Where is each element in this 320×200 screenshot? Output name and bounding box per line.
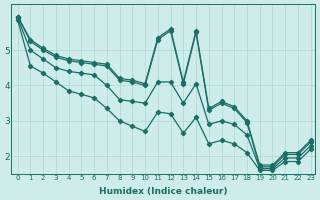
X-axis label: Humidex (Indice chaleur): Humidex (Indice chaleur) — [99, 187, 227, 196]
